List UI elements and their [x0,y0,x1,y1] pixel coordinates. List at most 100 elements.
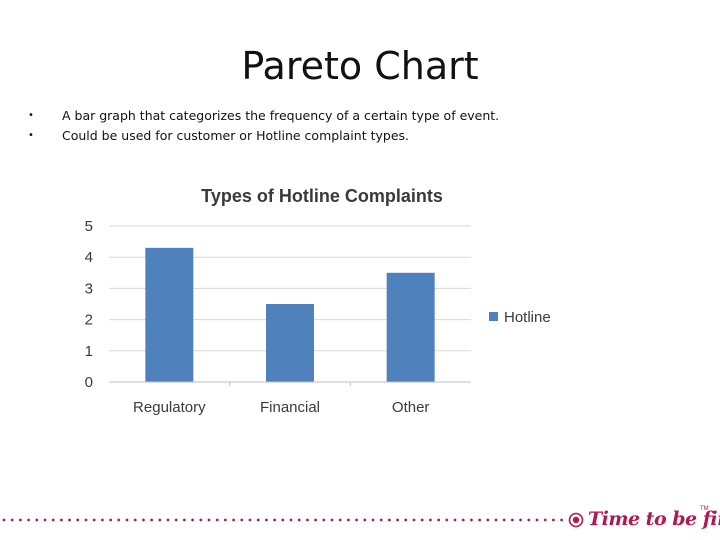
x-tick-label: Other [392,399,430,416]
bars [145,247,435,382]
footer-dot [27,518,30,522]
footer-dot [486,518,490,522]
x-tick-label: Regulatory [133,399,206,416]
footer-dot [19,518,22,522]
footer-dot [322,518,326,522]
footer-dot [355,518,358,522]
footer-dot [92,518,96,522]
footer-dot [297,518,301,522]
footer-dot [76,518,80,522]
bullet-dot-icon: • [28,110,34,121]
legend-swatch [489,312,498,321]
footer-dot [68,518,71,522]
footer-dot [60,518,63,522]
footer-dot [240,518,244,522]
x-tick-label: Financial [260,399,320,416]
footer-dot [527,518,531,522]
footer-dot [232,518,236,522]
footer-dot [453,518,457,522]
target-circle-icon [568,512,584,528]
footer-dot [363,518,367,522]
footer-dot [84,518,88,522]
footer-dot [502,518,506,522]
legend-label-hotline: Hotline [504,309,551,326]
footer-dot [412,518,416,522]
bullet-text: A bar graph that categorizes the frequen… [62,108,500,123]
footer-dot [10,518,14,522]
footer-dot [371,518,375,522]
footer-dot [101,518,104,522]
footer-dot [420,518,424,522]
bullet-item: • Could be used for customer or Hotline … [28,126,499,146]
footer-dot [404,518,408,522]
y-tick-label: 3 [85,280,93,297]
y-tick-label: 2 [85,312,93,329]
footer-dot [560,518,563,522]
y-tick-label: 5 [85,218,93,235]
footer-dot [150,518,154,522]
y-tick-label: 4 [85,249,93,266]
bullet-item: • A bar graph that categorizes the frequ… [28,106,499,126]
footer-dot [388,518,391,522]
footer-dot [215,518,219,522]
footer-dot [396,518,399,522]
footer-dot [552,518,555,522]
footer-dot [207,518,211,522]
footer-dot [166,518,170,522]
footer-dot [174,518,178,522]
footer-dot [117,518,121,522]
footer-dotted-line [2,518,563,522]
footer-dot [535,518,539,522]
footer-dot [470,518,473,522]
footer-dot [191,518,195,522]
footer-dot [133,518,137,522]
footer-dot [125,518,129,522]
footer-dot [2,518,6,522]
footer-dot [478,518,481,522]
axes: 0 1 2 3 4 5 Regulatory Financial Other [85,218,471,416]
brand-trademark: TM [700,506,709,512]
bullet-list: • A bar graph that categorizes the frequ… [28,106,499,146]
footer-dot [461,518,465,522]
footer-dot [248,518,252,522]
bullet-dot-icon: • [28,130,34,141]
footer-dot [437,518,440,522]
bar-financial [266,304,314,382]
brand-logo: Time to be first. TM [566,506,720,534]
footer-dot [281,518,285,522]
footer-dot [519,518,522,522]
footer-dot [445,518,449,522]
bar-regulatory [145,247,194,382]
footer-dot [51,518,55,522]
footer-dot [142,518,145,522]
footer-dot [109,518,112,522]
bullet-text: Could be used for customer or Hotline co… [62,128,409,143]
footer-dot [183,518,186,522]
footer-dot [224,518,227,522]
slide-title: Pareto Chart [241,44,479,88]
footer-dot [265,518,268,522]
footer-dot [199,518,203,522]
footer-dot [330,518,334,522]
bar-other [386,272,435,382]
footer-dot [273,518,276,522]
footer-dot [35,518,39,522]
chart-area: Types of Hotline Complaints 0 1 2 3 4 5 Regula… [0,170,720,430]
chart-title: Types of Hotline Complaints [201,186,443,206]
footer-dot [347,518,350,522]
footer-dot [379,518,383,522]
footer-dot [158,518,162,522]
y-tick-label: 1 [85,343,93,360]
legend: Hotline [489,309,551,326]
footer-dot [256,518,260,522]
footer-dot [289,518,293,522]
footer-dot [306,518,309,522]
footer-dot [314,518,317,522]
y-tick-label: 0 [85,374,93,391]
footer-dot [543,518,547,522]
footer-dot [338,518,342,522]
footer-dot [494,518,498,522]
footer-dot [511,518,514,522]
footer-dot [429,518,432,522]
